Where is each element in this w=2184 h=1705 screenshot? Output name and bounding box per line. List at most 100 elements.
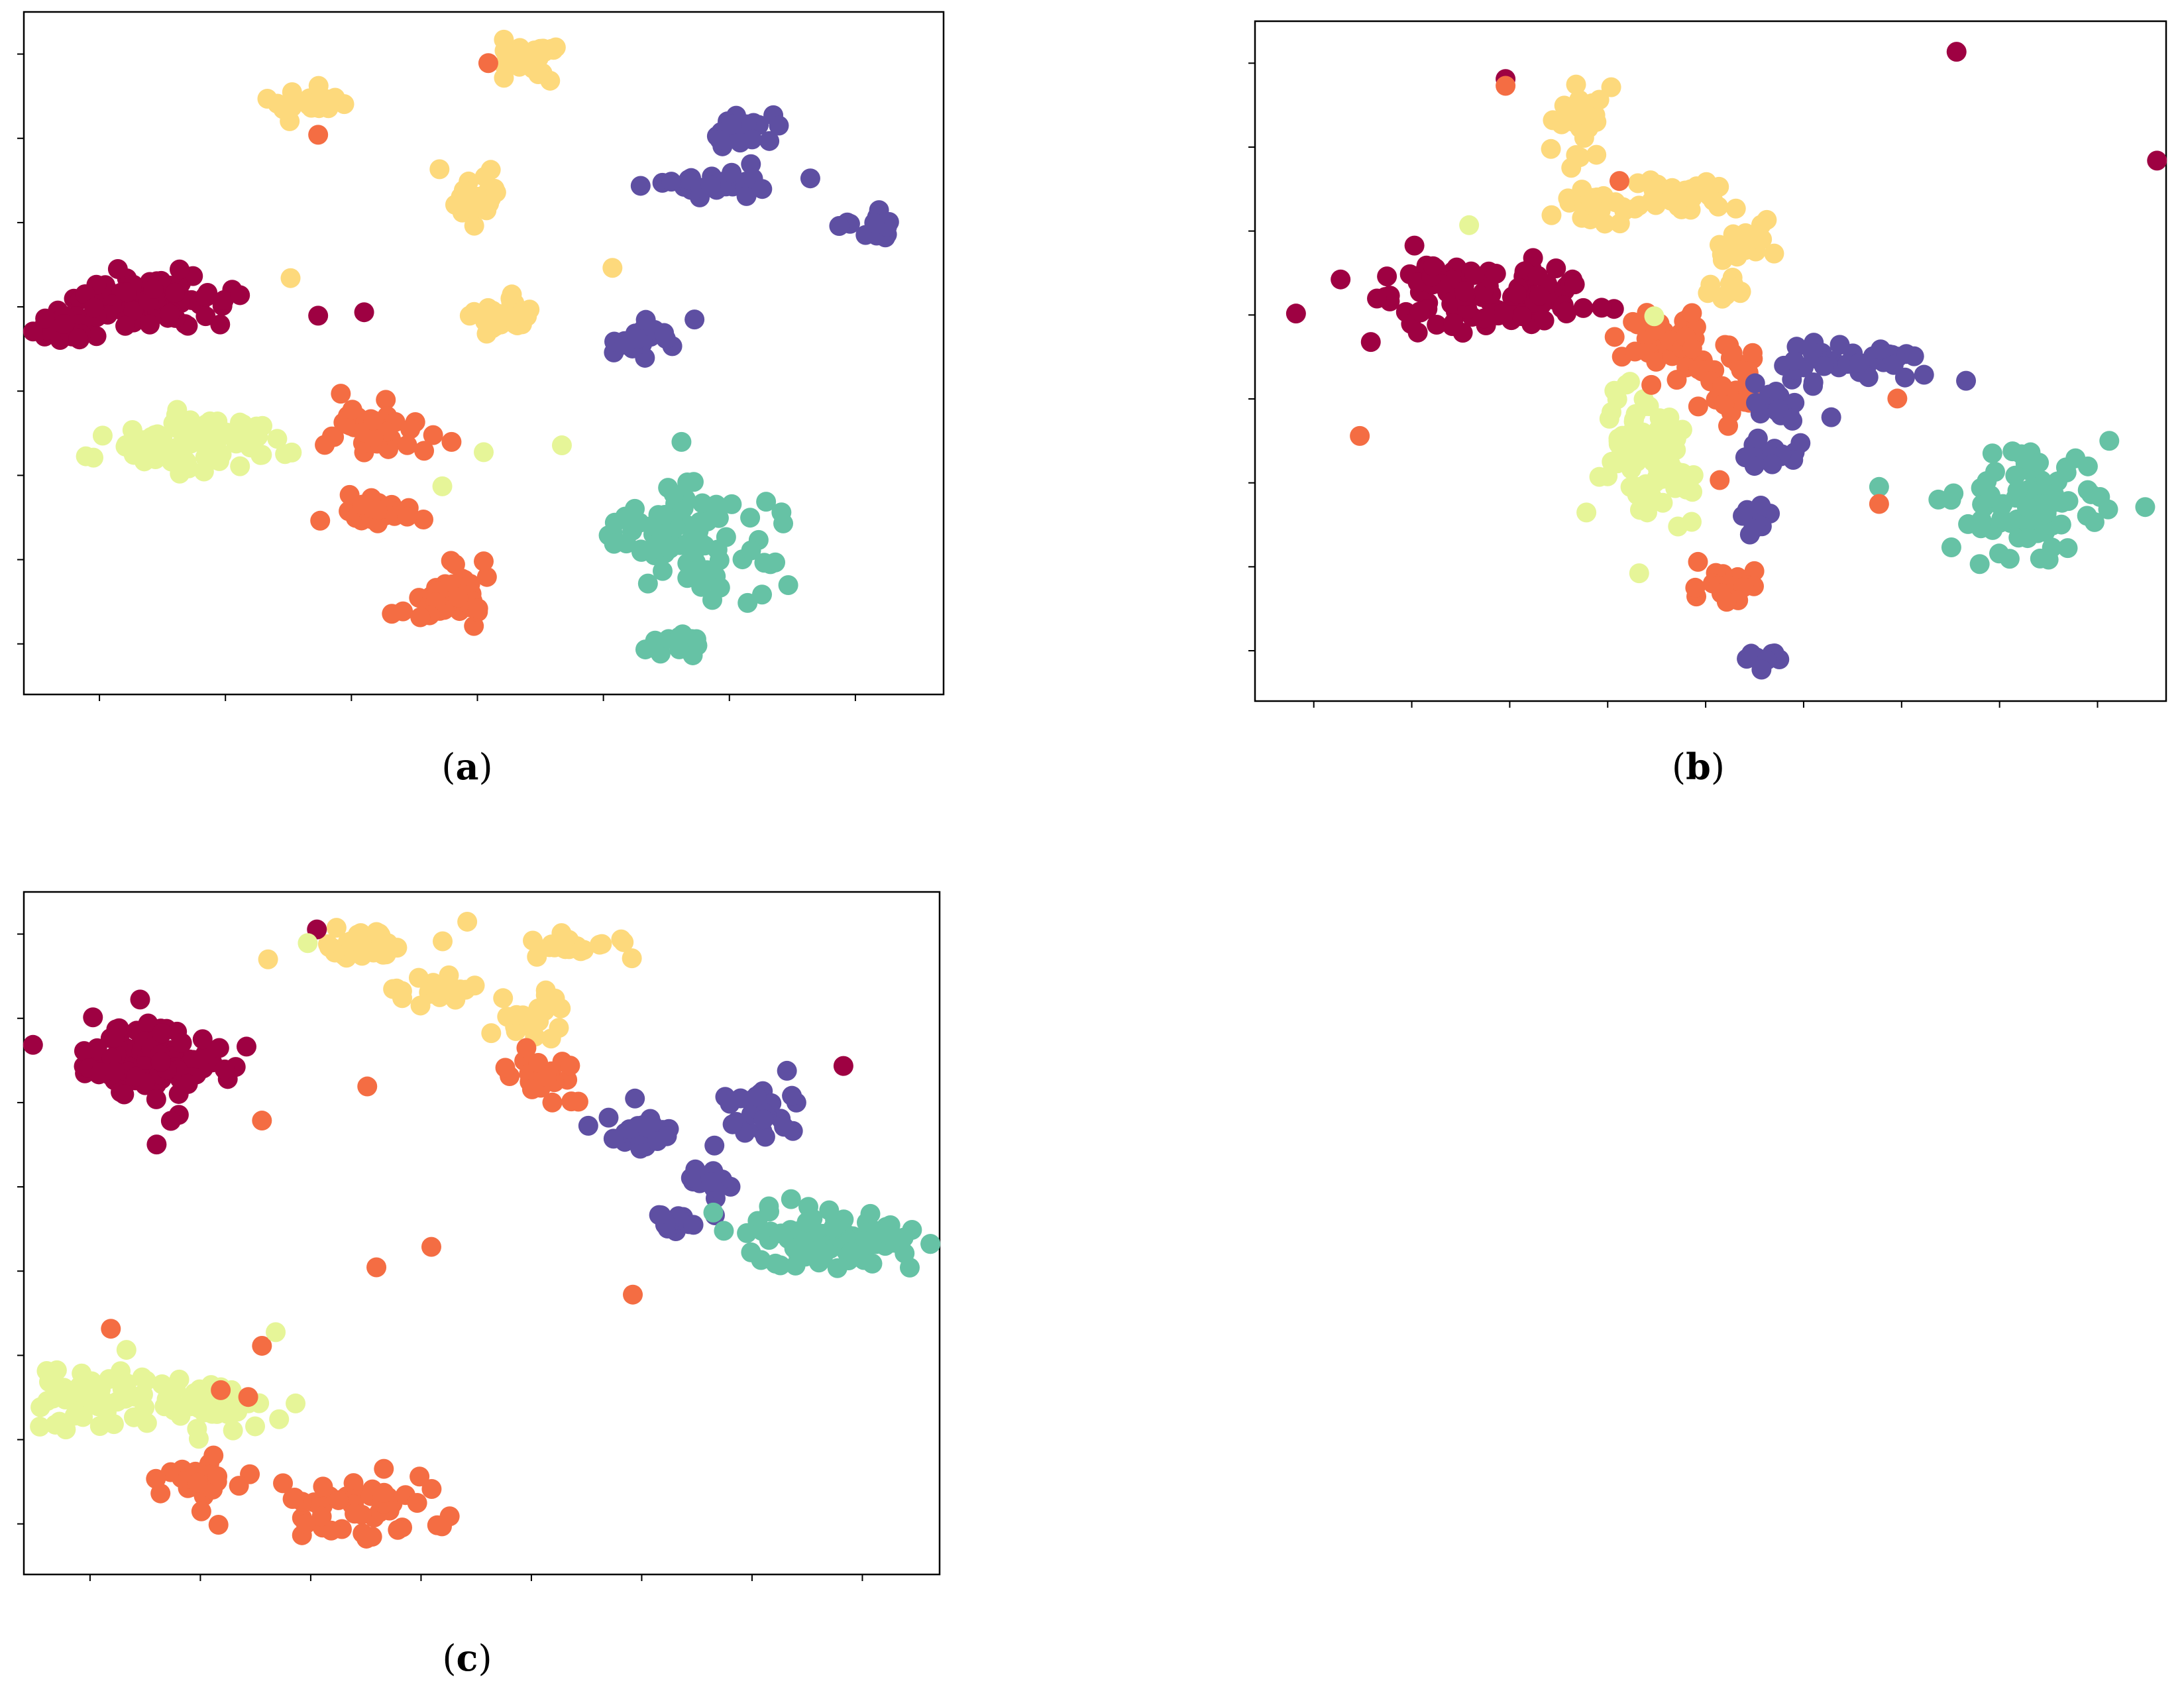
scatter-point-orange: [1682, 303, 1702, 323]
scatter-point-yellow: [497, 1007, 518, 1027]
scatter-point-orange: [331, 384, 351, 404]
scatter-point-orange: [296, 1513, 316, 1534]
scatter-point-red: [130, 989, 150, 1010]
scatter-point-orange: [313, 1476, 333, 1497]
axes-frame: [1254, 20, 2167, 702]
scatter-point-red: [54, 314, 74, 335]
scatter-point-orange: [363, 410, 384, 431]
scatter-point-orange: [423, 425, 443, 445]
scatter-point-purple: [736, 114, 757, 135]
scatter-point-lime: [55, 1390, 76, 1410]
scatter-point-purple: [782, 1085, 802, 1106]
scatter-point-orange: [203, 1445, 224, 1466]
scatter-point-orange: [252, 1111, 272, 1131]
scatter-point-red: [1454, 281, 1475, 302]
scatter-point-lime: [269, 1409, 290, 1429]
panel-b: (b): [1219, 0, 2184, 822]
scatter-point-purple: [1904, 346, 1924, 366]
scatter-point-red: [91, 1062, 111, 1083]
scatter-point-purple: [1829, 335, 1850, 355]
scatter-point-lime: [1616, 374, 1637, 395]
scatter-point-red: [2147, 150, 2167, 171]
scatter-point-yellow: [1578, 118, 1599, 138]
scatter-point-teal: [819, 1200, 840, 1221]
scatter-point-orange: [357, 1076, 378, 1097]
scatter-point-lime: [232, 422, 252, 443]
scatter-point-lime: [56, 1419, 76, 1440]
scatter-point-purple: [722, 114, 742, 135]
scatter-point-purple: [598, 1107, 619, 1128]
scatter-point-teal: [796, 1212, 817, 1233]
scatter-point-orange: [308, 125, 329, 145]
scatter-point-purple: [710, 129, 730, 150]
scatter-point-lime: [195, 447, 215, 467]
scatter-point-purple: [1814, 356, 1834, 376]
scatter-point-lime: [200, 411, 221, 431]
scatter-point-yellow: [1561, 158, 1582, 178]
scatter-point-teal: [751, 1221, 772, 1241]
scatter-point-lime: [1653, 492, 1673, 513]
scatter-point-red: [146, 1089, 166, 1109]
scatter-point-teal: [754, 553, 775, 573]
scatter-point-yellow: [1566, 105, 1586, 126]
scatter-point-yellow: [352, 946, 372, 966]
scatter-point-purple: [1871, 339, 1891, 360]
scatter-plot-c: [17, 891, 941, 1581]
scatter-point-red: [143, 278, 164, 299]
scatter-point-teal: [1969, 554, 1990, 575]
scatter-point-lime: [1629, 563, 1649, 584]
scatter-point-purple: [1803, 376, 1824, 396]
scatter-point-orange: [208, 1514, 229, 1535]
scatter-point-red: [1427, 315, 1447, 335]
scatter-point-purple: [722, 162, 742, 183]
scatter-point-purple: [1751, 659, 1772, 680]
scatter-point-lime: [474, 442, 494, 463]
scatter-point-orange: [407, 1493, 427, 1513]
scatter-plot-a: [17, 11, 945, 701]
scatter-point-orange: [441, 431, 462, 452]
scatter-point-lime: [1576, 502, 1597, 523]
scatter-point-red: [1423, 256, 1443, 276]
scatter-point-teal: [671, 431, 692, 452]
scatter-point-teal: [663, 484, 684, 504]
scatter-point-purple: [1745, 373, 1765, 394]
scatter-point-teal: [650, 643, 671, 664]
scatter-point-lime: [1624, 443, 1645, 464]
scatter-point-yellow: [453, 180, 474, 200]
scatter-point-yellow: [1569, 89, 1590, 110]
scatter-point-teal: [722, 494, 742, 514]
scatter-point-teal: [765, 1253, 786, 1274]
scatter-point-teal: [655, 504, 675, 525]
scatter-point-teal: [827, 1258, 847, 1278]
scatter-point-lime: [223, 1420, 243, 1441]
scatter-point-yellow: [1625, 198, 1645, 219]
scatter-point-teal: [686, 629, 706, 649]
scatter-point-yellow: [535, 980, 556, 1001]
scatter-point-teal: [669, 639, 690, 659]
scatter-point-red: [1592, 298, 1612, 318]
scatter-points: [23, 29, 899, 665]
scatter-point-red: [1946, 42, 1967, 62]
scatter-point-red: [1555, 302, 1576, 322]
scatter-point-orange: [1742, 343, 1763, 363]
scatter-point-orange: [410, 1466, 430, 1487]
scatter-point-teal: [2017, 528, 2038, 549]
scatter-point-red: [1360, 332, 1381, 353]
scatter-point-yellow: [517, 306, 537, 327]
scatter-point-orange: [421, 1479, 442, 1500]
scatter-point-orange: [284, 1488, 305, 1508]
scatter-point-purple: [619, 1119, 639, 1140]
scatter-point-lime: [1602, 451, 1622, 472]
scatter-point-orange: [474, 551, 494, 572]
scatter-point-red: [213, 290, 234, 311]
scatter-point-teal: [2034, 496, 2054, 516]
scatter-point-yellow: [433, 931, 453, 952]
scatter-point-yellow: [539, 937, 560, 958]
scatter-point-red: [1494, 302, 1514, 323]
scatter-point-orange: [376, 390, 396, 410]
scatter-point-orange: [211, 1380, 231, 1400]
scatter-point-teal: [841, 1242, 861, 1262]
scatter-point-orange: [329, 1490, 349, 1510]
scatter-point-teal: [714, 1221, 734, 1241]
scatter-point-lime: [175, 417, 195, 437]
